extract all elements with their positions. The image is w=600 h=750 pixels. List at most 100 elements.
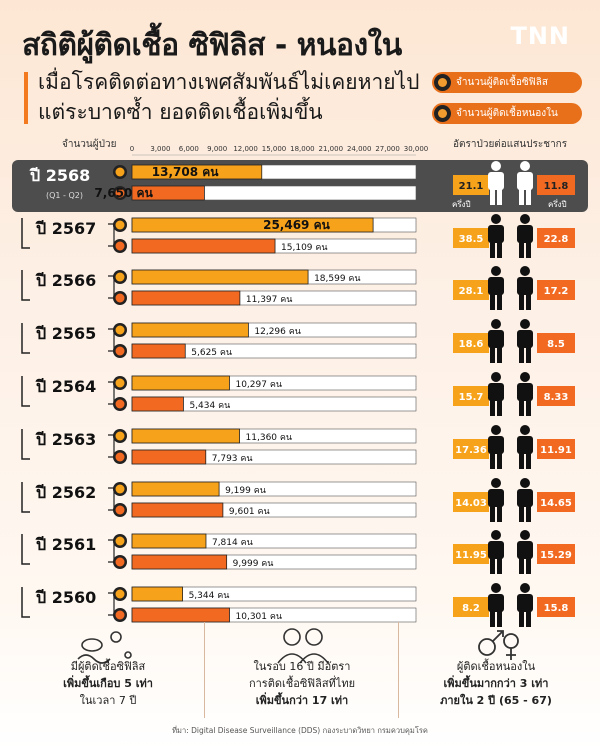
tick-label: 27,000 <box>375 145 400 153</box>
footer-divider <box>398 622 399 718</box>
rate-value-gonorrhea: 17.2 <box>544 286 569 297</box>
year-label: ปี 2565 <box>35 324 97 343</box>
bacteria-icon <box>77 631 132 664</box>
year-bracket <box>21 218 30 249</box>
year-label: ปี 2567 <box>35 219 97 238</box>
year-bracket <box>108 539 115 563</box>
rate-value-syphilis: 17.36 <box>455 445 487 456</box>
rate-value-syphilis: 38.5 <box>459 234 484 245</box>
rate-value-gonorrhea: 11.91 <box>540 445 572 456</box>
bar-value-label: 11,360 คน <box>246 433 293 443</box>
bacteria-icon <box>115 378 125 388</box>
year-label: ปี 2568 <box>29 166 91 185</box>
year-bracket <box>21 534 30 565</box>
person-figure-gonorrhea <box>517 425 533 469</box>
fact-line: ภายใน 2 ปี (65 - 67) <box>440 694 552 707</box>
rate-box-syphilis <box>453 280 489 300</box>
rate-value-syphilis: 28.1 <box>459 286 484 297</box>
fact-line: ผู้ติดเชื้อหนองใน <box>456 660 536 673</box>
year-label: ปี 2564 <box>35 377 97 396</box>
rate-value-gonorrhea: 14.65 <box>540 498 572 509</box>
rate-value-gonorrhea: 15.29 <box>540 550 572 561</box>
person-figure-syphilis <box>488 425 504 469</box>
person-figure-syphilis <box>488 583 504 627</box>
rate-box-gonorrhea <box>537 439 575 459</box>
bacteria-icon <box>115 452 125 462</box>
bar-gonorrhea <box>131 396 184 412</box>
rate-box-syphilis <box>453 597 489 617</box>
legend-gonorrhea: จำนวนผู้ติดเชื้อหนองใน <box>432 103 582 124</box>
rate-box-gonorrhea <box>537 228 575 248</box>
fact-line: เพิ่มขึ้นมากกว่า 3 เท่า <box>443 677 549 690</box>
bacteria-icon <box>115 346 125 356</box>
bar-gonorrhea <box>131 343 186 359</box>
tick-label: 3,000 <box>150 145 170 153</box>
fact-line: มีผู้ติดเชื้อซิฟิลิส <box>70 660 146 673</box>
year-bracket <box>108 223 115 247</box>
legend-syphilis: จำนวนผู้ติดเชื้อซิฟิลิส <box>432 72 582 93</box>
person-figure-syphilis <box>488 478 504 522</box>
fact-line: ในรอบ 16 ปี มีอัตรา <box>253 660 351 673</box>
bar-value-label: 9,999 คน <box>233 559 274 569</box>
bar-syphilis <box>131 481 220 497</box>
bar-gonorrhea <box>131 290 241 306</box>
bar-value-label: 5,344 คน <box>189 591 230 601</box>
year-bracket <box>21 376 30 407</box>
tick-label: 9,000 <box>207 145 227 153</box>
tick-label: 6,000 <box>179 145 199 153</box>
bar-value-label: 9,199 คน <box>225 486 266 496</box>
bar-value-label: 11,397 คน <box>246 295 293 305</box>
bacteria-icon <box>115 399 125 409</box>
page-title: สถิติผู้ติดเชื้อ ซิฟิลิส - หนองใน <box>22 28 402 63</box>
bar-value-label: 7,650 คน <box>94 186 153 200</box>
year-label: ปี 2561 <box>35 535 97 554</box>
year-bracket <box>108 487 115 511</box>
bar-chart: 0 3,000 6,000 9,000 12,000 15,000 18,000 21,000… <box>21 145 575 627</box>
rate-box-syphilis <box>453 228 489 248</box>
bar-value-label: 18,599 คน <box>314 274 361 284</box>
year-bracket <box>21 270 30 301</box>
couple-icon <box>277 628 329 664</box>
bacteria-icon <box>115 293 125 303</box>
tick-label: 30,000 <box>404 145 429 153</box>
bar-gonorrhea <box>131 238 276 254</box>
year-bracket <box>108 381 115 405</box>
year-bracket <box>108 275 115 299</box>
bacteria-icon <box>115 325 125 335</box>
rate-value-syphilis: 8.2 <box>462 603 480 614</box>
rate-box-gonorrhea <box>537 333 575 353</box>
fact-syphilis-16yrs: ในรอบ 16 ปี มีอัตรา การติดเชื้อซิฟิลิสที… <box>212 658 392 709</box>
rate-box-gonorrhea <box>537 280 575 300</box>
bacteria-icon <box>115 188 125 198</box>
bar-value-label: 15,109 คน <box>281 243 328 253</box>
fact-gonorrhea-2yrs: ผู้ติดเชื้อหนองใน เพิ่มขึ้นมากกว่า 3 เท่… <box>406 658 586 709</box>
bacteria-icon <box>115 167 125 177</box>
bar-value-label: 25,469 คน <box>263 218 331 232</box>
bar-value-label: 13,708 คน <box>152 165 220 179</box>
bar-gonorrhea <box>131 607 230 623</box>
rate-value-gonorrhea: 22.8 <box>544 234 569 245</box>
half-year-label: ครึ่งปี <box>548 198 567 209</box>
year-bracket <box>108 434 115 458</box>
rate-box-syphilis <box>453 333 489 353</box>
bar-gonorrhea <box>131 185 205 201</box>
person-figure-syphilis <box>488 214 504 258</box>
gender-symbols-icon <box>478 630 519 660</box>
bar-value-label: 9,601 คน <box>229 507 270 517</box>
person-figure-gonorrhea <box>517 266 533 310</box>
bar-syphilis <box>131 322 249 338</box>
rate-box-gonorrhea <box>537 492 575 512</box>
person-figure-gonorrhea <box>517 372 533 416</box>
bacteria-icon <box>115 557 125 567</box>
bar-value-label: 10,301 คน <box>236 612 283 622</box>
rate-box-gonorrhea <box>537 386 575 406</box>
bacteria-icon <box>115 272 125 282</box>
bar-syphilis <box>131 428 240 444</box>
rate-value-syphilis: 14.03 <box>455 498 487 509</box>
year-label: ปี 2560 <box>35 588 97 607</box>
bar-syphilis <box>131 533 207 549</box>
legend-gonorrhea-label: จำนวนผู้ติดเชื้อหนองใน <box>456 108 558 119</box>
bar-gonorrhea <box>131 554 228 570</box>
legend-syphilis-label: จำนวนผู้ติดเชื้อซิฟิลิส <box>456 77 548 88</box>
bacteria-icon <box>434 74 451 91</box>
